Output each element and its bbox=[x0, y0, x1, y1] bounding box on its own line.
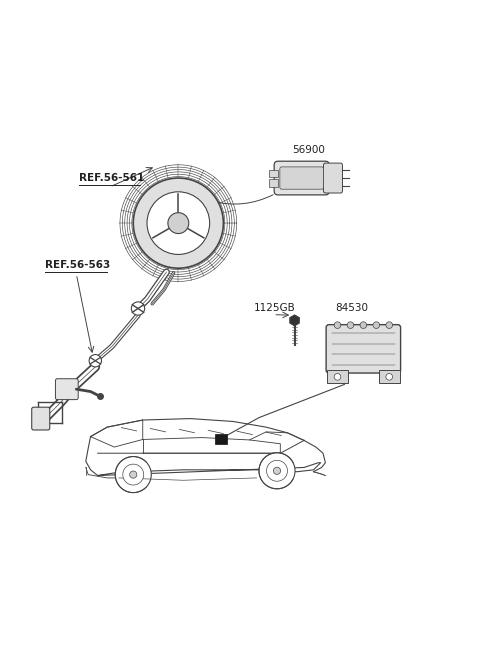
Circle shape bbox=[130, 471, 137, 478]
Circle shape bbox=[347, 322, 354, 328]
Text: REF.56-561: REF.56-561 bbox=[79, 174, 144, 183]
Circle shape bbox=[373, 322, 380, 328]
FancyBboxPatch shape bbox=[280, 167, 324, 189]
Circle shape bbox=[147, 192, 210, 254]
Text: 56900: 56900 bbox=[292, 145, 325, 155]
Circle shape bbox=[386, 373, 393, 380]
Circle shape bbox=[89, 354, 101, 367]
Bar bbox=[269, 179, 278, 187]
FancyBboxPatch shape bbox=[379, 370, 400, 383]
Circle shape bbox=[274, 467, 281, 474]
Circle shape bbox=[132, 302, 144, 315]
FancyBboxPatch shape bbox=[56, 379, 78, 400]
FancyBboxPatch shape bbox=[326, 325, 401, 373]
Circle shape bbox=[334, 322, 341, 328]
Circle shape bbox=[133, 178, 223, 268]
Text: 1125GB: 1125GB bbox=[254, 303, 296, 313]
Bar bbox=[269, 170, 278, 177]
Text: 84530: 84530 bbox=[335, 303, 368, 313]
Circle shape bbox=[360, 322, 367, 328]
Circle shape bbox=[266, 460, 288, 481]
Circle shape bbox=[123, 464, 144, 485]
Text: REF.56-563: REF.56-563 bbox=[46, 260, 111, 271]
FancyBboxPatch shape bbox=[32, 407, 50, 430]
Circle shape bbox=[259, 453, 295, 489]
Polygon shape bbox=[290, 315, 299, 326]
Circle shape bbox=[168, 213, 189, 234]
Circle shape bbox=[115, 457, 151, 493]
FancyBboxPatch shape bbox=[324, 163, 343, 193]
FancyBboxPatch shape bbox=[274, 161, 329, 195]
FancyBboxPatch shape bbox=[327, 370, 348, 383]
Circle shape bbox=[334, 373, 341, 380]
Circle shape bbox=[386, 322, 393, 328]
Bar bbox=[215, 434, 227, 444]
